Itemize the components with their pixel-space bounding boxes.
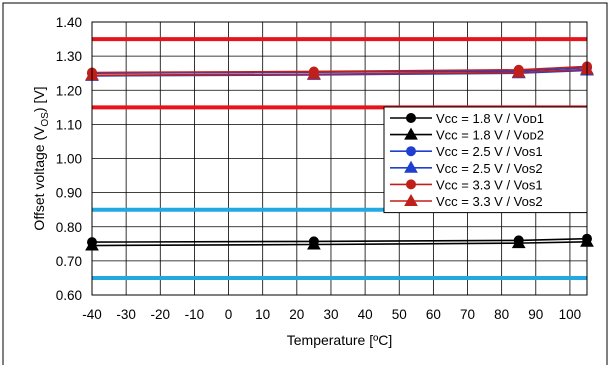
legend-label: Vcc = 1.8 V / Vᴏᴅ2 bbox=[436, 128, 544, 143]
series-line bbox=[91, 237, 588, 243]
legend-label: Vcc = 2.5 V / Vos2 bbox=[436, 161, 543, 176]
y-tick-label: 0.70 bbox=[56, 254, 82, 269]
x-tick-label: 60 bbox=[426, 307, 441, 322]
y-axis-title-main: Offset voltage (V bbox=[31, 126, 47, 231]
y-tick-label: 0.60 bbox=[56, 288, 82, 303]
x-tick-label: 40 bbox=[358, 307, 373, 322]
y-tick-labels: 0.60 0.70 0.80 0.90 1.00 1.10 1.20 1.30 1.40 bbox=[56, 15, 82, 303]
legend-marker bbox=[406, 179, 416, 190]
x-tick-labels: -40 -30 -20 -10 0 10 20 30 40 50 60 70 80 90 100 bbox=[82, 307, 581, 322]
y-tick-label: 1.10 bbox=[56, 117, 82, 132]
series-line bbox=[91, 240, 588, 247]
y-tick-label: 1.30 bbox=[56, 49, 82, 64]
x-tick-label: -40 bbox=[82, 307, 102, 322]
legend-label: Vcc = 3.3 V / Vos2 bbox=[436, 194, 543, 209]
legend-marker bbox=[406, 146, 416, 157]
y-axis-title-subscript: OS bbox=[40, 112, 51, 127]
series-line bbox=[91, 65, 588, 74]
y-tick-label: 0.90 bbox=[56, 186, 82, 201]
y-tick-label: 1.20 bbox=[56, 83, 82, 98]
series-point bbox=[511, 236, 526, 249]
series-point bbox=[511, 65, 526, 78]
y-tick-label: 1.00 bbox=[56, 152, 82, 167]
legend-marker bbox=[404, 193, 418, 206]
y-tick-label: 1.40 bbox=[56, 15, 82, 30]
legend-marker bbox=[404, 127, 418, 140]
legend-label: Vcc = 1.8 V / Vᴏᴅ1 bbox=[436, 111, 544, 126]
y-tick-label: 0.80 bbox=[56, 220, 82, 235]
series-point bbox=[307, 237, 321, 250]
x-tick-label: 90 bbox=[528, 307, 543, 322]
x-tick-label: -20 bbox=[151, 307, 171, 322]
x-axis-title: Temperature [ºC] bbox=[287, 332, 393, 348]
x-tick-label: 80 bbox=[494, 307, 509, 322]
series-line bbox=[91, 68, 588, 77]
x-tick-label: 20 bbox=[289, 307, 304, 322]
series-point bbox=[307, 67, 321, 80]
x-tick-label: 70 bbox=[460, 307, 475, 322]
x-tick-label: 100 bbox=[559, 307, 582, 322]
x-tick-label: 50 bbox=[392, 307, 407, 322]
legend-label: Vcc = 3.3 V / Vos1 bbox=[436, 177, 543, 192]
legend-box bbox=[383, 106, 588, 214]
y-axis-title: Offset voltage (VOS) [V] bbox=[31, 86, 51, 230]
y-axis-title-unit: ) [V] bbox=[31, 86, 47, 112]
data-series bbox=[85, 61, 594, 251]
x-tick-label: 30 bbox=[323, 307, 338, 322]
legend-label: Vcc = 2.5 V / Vos1 bbox=[436, 144, 543, 159]
legend-marker bbox=[406, 113, 416, 123]
x-tick-label: 0 bbox=[225, 307, 233, 322]
legend-marker bbox=[404, 160, 418, 173]
x-tick-label: 10 bbox=[255, 307, 270, 322]
x-tick-label: -10 bbox=[185, 307, 205, 322]
x-tick-label: -30 bbox=[116, 307, 136, 322]
